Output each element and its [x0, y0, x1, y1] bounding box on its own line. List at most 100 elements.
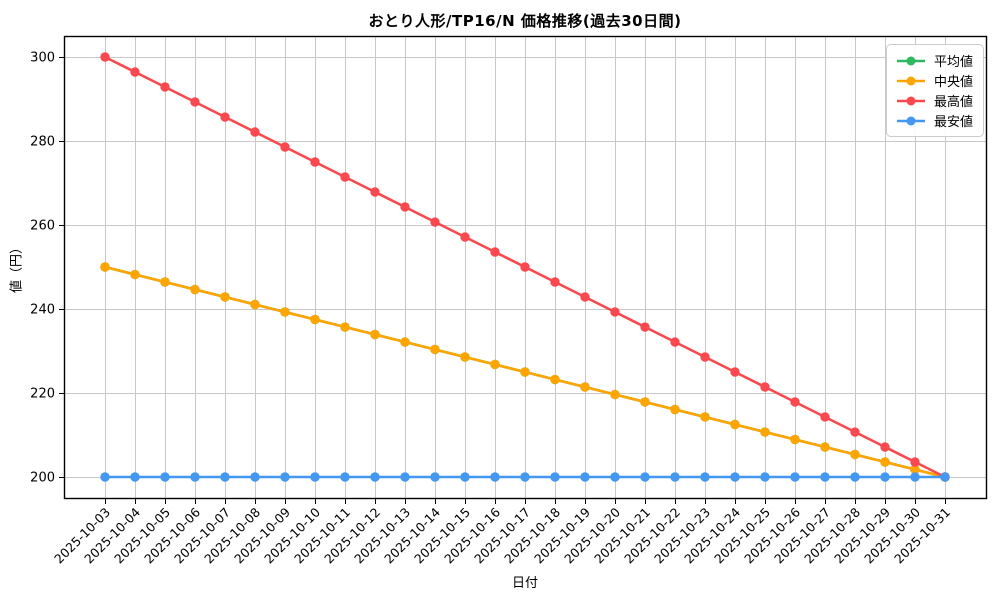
data-point-min — [340, 472, 350, 482]
data-point-max — [790, 397, 800, 407]
data-point-min — [430, 472, 440, 482]
data-point-median — [640, 397, 650, 407]
data-point-max — [640, 322, 650, 332]
data-point-min — [310, 472, 320, 482]
y-tick-label: 200 — [30, 471, 55, 486]
data-point-min — [280, 472, 290, 482]
legend-line-marker-icon — [897, 96, 925, 105]
series-median — [100, 262, 950, 482]
data-point-median — [760, 427, 770, 437]
data-point-min — [130, 472, 140, 482]
data-point-median — [250, 299, 260, 310]
data-point-max — [340, 172, 350, 182]
data-point-min — [730, 472, 740, 482]
data-point-median — [430, 344, 440, 355]
axis-ticks — [59, 56, 947, 504]
legend-item-median: 中央値 — [896, 72, 973, 90]
data-point-max — [460, 232, 470, 242]
data-point-max — [760, 382, 770, 392]
data-point-max — [220, 112, 230, 122]
data-point-median — [700, 412, 710, 422]
data-point-max — [160, 82, 170, 92]
data-point-min — [520, 472, 530, 482]
data-point-max — [700, 352, 710, 362]
data-point-max — [430, 217, 440, 227]
data-point-max — [130, 67, 140, 77]
data-point-max — [100, 52, 110, 62]
data-point-median — [580, 382, 590, 392]
legend-item-mean: 平均値 — [896, 52, 974, 70]
legend-line-marker-icon — [897, 116, 925, 125]
axis-spines — [63, 35, 988, 500]
data-point-min — [880, 472, 890, 482]
data-point-median — [550, 374, 560, 385]
y-tick-label: 300 — [30, 51, 55, 66]
data-point-median — [910, 464, 920, 475]
data-point-max — [580, 292, 590, 302]
data-point-max — [550, 277, 560, 287]
data-point-median — [790, 434, 800, 445]
data-point-max — [820, 412, 830, 422]
data-point-median — [670, 404, 680, 415]
data-point-median — [730, 419, 740, 430]
legend-label: 最高値 — [934, 95, 974, 110]
legend-item-min: 最安値 — [896, 112, 974, 130]
legend: 平均値中央値最高値最安値 — [886, 44, 985, 137]
y-tick-label: 240 — [30, 303, 55, 318]
data-point-min — [610, 472, 620, 482]
legend-line-marker-icon — [897, 56, 925, 65]
data-point-min — [250, 472, 260, 482]
data-point-median — [130, 269, 140, 280]
data-point-max — [610, 307, 620, 317]
data-point-max — [910, 457, 920, 467]
legend-label: 最安値 — [934, 115, 974, 130]
data-point-median — [160, 277, 170, 287]
data-point-median — [280, 307, 290, 317]
y-tick-label: 220 — [30, 387, 55, 402]
data-point-min — [100, 472, 110, 482]
y-axis-label: 値（円） — [9, 240, 25, 294]
chart-title: おとり人形/TP16/N 価格推移(過去30日間) — [368, 12, 682, 30]
data-point-max — [730, 367, 740, 377]
data-point-min — [640, 472, 650, 482]
data-point-min — [670, 472, 680, 482]
data-point-max — [250, 127, 260, 137]
data-point-median — [490, 359, 500, 370]
data-point-median — [880, 457, 890, 467]
data-point-max — [850, 427, 860, 437]
data-point-median — [340, 322, 350, 332]
data-point-max — [190, 97, 200, 107]
data-point-median — [520, 367, 530, 377]
legend-label: 平均値 — [934, 55, 974, 70]
data-point-min — [790, 472, 800, 482]
data-point-min — [820, 472, 830, 482]
data-point-max — [310, 157, 320, 167]
series-min — [100, 472, 950, 482]
data-point-min — [460, 472, 470, 482]
data-point-median — [460, 352, 470, 362]
data-point-min — [700, 472, 710, 482]
data-point-max — [880, 442, 890, 452]
data-point-median — [310, 314, 320, 325]
data-point-median — [190, 284, 200, 295]
data-point-min — [370, 472, 380, 482]
data-point-max — [370, 187, 380, 197]
data-point-min — [400, 472, 410, 482]
y-tick-label: 280 — [30, 135, 55, 150]
legend-item-max: 最高値 — [896, 92, 974, 110]
data-point-min — [940, 472, 950, 482]
data-point-max — [490, 247, 500, 257]
data-point-min — [490, 472, 500, 482]
series-max — [100, 52, 950, 482]
y-tick-label: 260 — [30, 219, 55, 234]
data-point-min — [550, 472, 560, 482]
data-point-min — [760, 472, 770, 482]
data-point-median — [370, 329, 380, 340]
y-tick-labels: 200 220 240 260 280 300 — [30, 51, 55, 486]
data-point-max — [670, 337, 680, 347]
data-point-median — [400, 337, 410, 347]
data-point-median — [850, 449, 860, 460]
data-point-max — [520, 262, 530, 272]
